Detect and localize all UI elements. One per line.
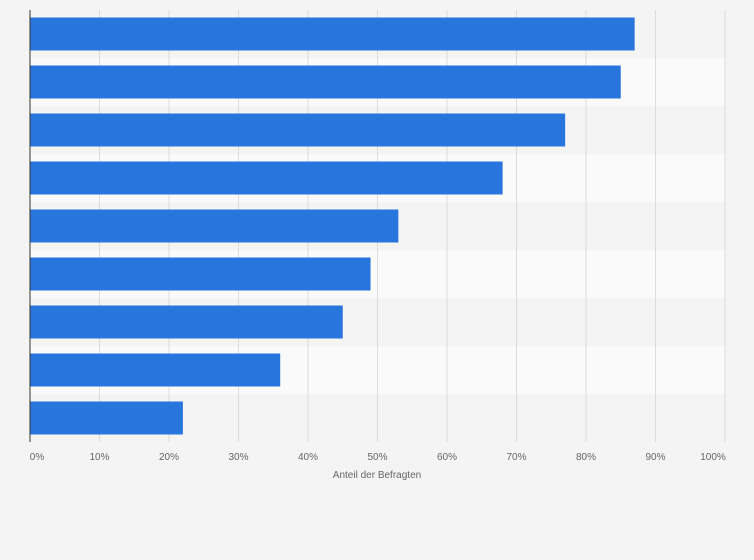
bars bbox=[30, 17, 635, 435]
x-tick-label: 10% bbox=[89, 452, 109, 463]
bar[interactable] bbox=[30, 17, 635, 51]
bar[interactable] bbox=[30, 113, 566, 147]
x-tick-labels: 0% 10% 20% 30% 40% 50% 60% 70% 80% 90% 100% bbox=[30, 452, 726, 463]
bar[interactable] bbox=[30, 353, 281, 387]
bar[interactable] bbox=[30, 209, 399, 243]
x-tick-label: 40% bbox=[298, 452, 318, 463]
bar[interactable] bbox=[30, 401, 183, 435]
bar[interactable] bbox=[30, 161, 503, 195]
x-tick-label: 90% bbox=[645, 452, 665, 463]
x-tick-label: 70% bbox=[506, 452, 526, 463]
bar[interactable] bbox=[30, 65, 621, 99]
bar[interactable] bbox=[30, 305, 343, 339]
x-tick-label: 30% bbox=[228, 452, 248, 463]
x-tick-label: 80% bbox=[576, 452, 596, 463]
x-tick-label: 0% bbox=[30, 452, 45, 463]
x-tick-label: 20% bbox=[159, 452, 179, 463]
x-tick-label: 60% bbox=[437, 452, 457, 463]
x-axis-title: Anteil der Befragten bbox=[333, 470, 421, 481]
x-tick-label: 50% bbox=[367, 452, 387, 463]
bar[interactable] bbox=[30, 257, 371, 291]
x-tick-label: 100% bbox=[700, 452, 726, 463]
